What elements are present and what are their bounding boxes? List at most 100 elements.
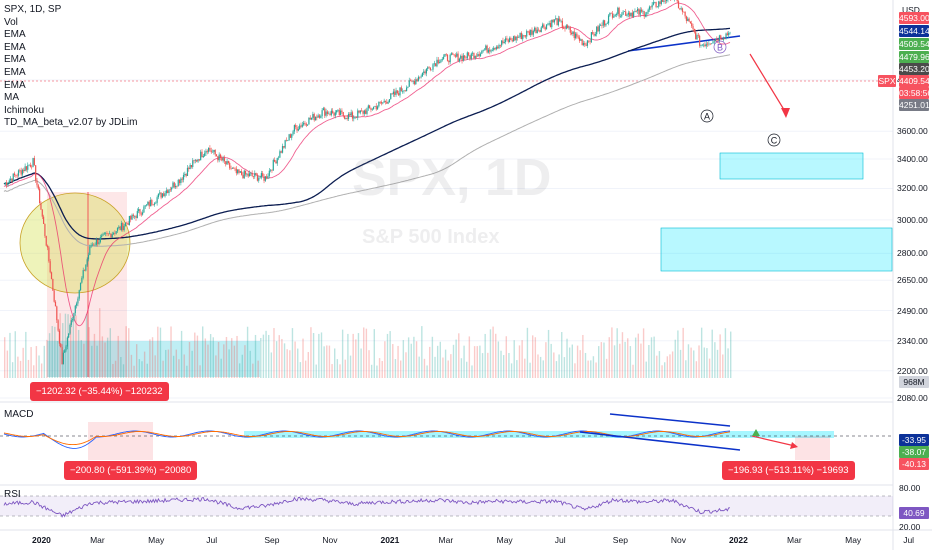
volume-bar <box>122 364 125 378</box>
volume-bar <box>99 308 101 378</box>
volume-bar <box>83 343 85 378</box>
macd-arrow[interactable] <box>751 435 796 447</box>
candle-body <box>25 166 28 170</box>
candle-body <box>646 12 648 15</box>
candle-body <box>89 246 91 255</box>
macd-drawing-box-left[interactable] <box>88 422 153 460</box>
candle-body <box>605 23 607 26</box>
candle-body <box>473 52 475 59</box>
volume-bar <box>671 351 674 378</box>
candle-body <box>185 173 187 176</box>
callout-price-drop[interactable]: −1202.32 (−35.44%) −120232 <box>30 382 169 401</box>
candle-body <box>395 90 397 95</box>
volume-bar <box>592 356 595 378</box>
callout-macd-right[interactable]: −196.93 (−513.11%) −19693 <box>722 461 855 480</box>
drawing-support-box[interactable] <box>47 341 260 377</box>
volume-bar <box>579 350 581 378</box>
macd-pane-label[interactable]: MACD <box>4 409 34 420</box>
volume-bar <box>59 313 61 378</box>
candle-body <box>535 27 537 34</box>
candle-body <box>664 0 666 2</box>
candle-body <box>147 201 149 205</box>
candle-body <box>631 12 633 17</box>
macd-trendline-bottom[interactable] <box>579 431 741 451</box>
candle-body <box>110 233 112 238</box>
macd-trendline-top[interactable] <box>609 413 731 427</box>
volume-bar <box>38 355 40 378</box>
volume-bar <box>194 332 196 378</box>
volume-bar <box>598 346 600 378</box>
candle-body <box>592 32 594 34</box>
candle-body <box>301 124 303 127</box>
svg-text:C: C <box>771 136 778 146</box>
drawing-ellipse[interactable] <box>19 192 131 294</box>
callout-macd-left[interactable]: −200.80 (−591.39%) −20080 <box>64 461 198 480</box>
price-axis-tick: 2080.00 <box>897 393 928 403</box>
legend-indicator[interactable]: EMA <box>4 66 26 78</box>
legend-indicator[interactable]: MA <box>4 92 19 104</box>
candle-body <box>164 193 166 197</box>
candle-body <box>157 193 160 198</box>
candle-body <box>436 59 438 67</box>
candle-body <box>31 166 33 168</box>
candle-body <box>120 222 123 231</box>
candle-body <box>553 19 556 23</box>
macd-drawing-box-mid[interactable] <box>244 431 834 438</box>
drawing-target-box-upper[interactable] <box>719 152 864 180</box>
candle-body <box>406 87 408 92</box>
legend-indicator[interactable]: EMA <box>4 41 26 53</box>
candle-body <box>516 36 519 38</box>
candle-body <box>425 69 427 74</box>
candle-body <box>94 244 96 246</box>
legend-indicator[interactable]: EMA <box>4 29 26 41</box>
candle-body <box>679 8 681 10</box>
legend-indicator[interactable]: Ichimoku <box>4 104 45 116</box>
wave-label-b[interactable]: B <box>713 40 727 54</box>
candle-body <box>569 27 571 33</box>
wave-label-a[interactable]: A <box>700 109 714 123</box>
candle-body <box>687 18 689 21</box>
drawing-target-box-lower[interactable] <box>660 227 893 272</box>
candle-body <box>118 226 120 228</box>
time-axis-label: 2022 <box>728 535 748 545</box>
wave-label-c[interactable]: C <box>767 133 781 147</box>
candle-body <box>625 11 627 16</box>
legend-indicator[interactable]: TD_MA_beta_v2.07 by JDLim <box>4 117 138 129</box>
price-tag-current: 4409.54 <box>899 75 930 87</box>
candle-body <box>482 50 484 52</box>
ma-100-line <box>3 54 731 247</box>
volume-bar <box>209 334 212 378</box>
candle-body <box>606 23 608 24</box>
volume-bar <box>125 326 127 378</box>
candle-body <box>320 116 322 118</box>
volume-bar <box>363 327 365 378</box>
volume-bar <box>220 358 222 378</box>
candle-body <box>461 55 463 61</box>
arrow-projection[interactable] <box>749 53 787 114</box>
candle-body <box>105 233 107 234</box>
legend-indicator[interactable]: EMA <box>4 54 26 66</box>
candle-body <box>276 158 278 164</box>
volume-bar <box>334 348 336 378</box>
legend-indicator[interactable]: Vol <box>4 16 18 28</box>
volume-bar <box>497 341 500 378</box>
volume-bar <box>67 314 69 378</box>
candle-body <box>548 23 550 25</box>
volume-bar <box>532 335 534 378</box>
candle-body <box>134 216 136 217</box>
legend-indicator[interactable]: EMA <box>4 79 26 91</box>
volume-bar <box>553 352 555 378</box>
volume-bar <box>669 354 671 378</box>
rsi-pane-label[interactable]: RSI <box>4 489 21 500</box>
candle-body <box>186 167 189 176</box>
candle-body <box>408 80 410 87</box>
volume-bar <box>582 334 584 378</box>
legend-symbol[interactable]: SPX, 1D, SP <box>4 4 62 15</box>
candle-body <box>713 41 715 43</box>
candle-body <box>394 91 396 95</box>
volume-bar <box>653 336 655 378</box>
candle-body <box>370 107 372 110</box>
candle-body <box>464 55 466 58</box>
macd-drawing-box-right[interactable] <box>795 436 830 460</box>
